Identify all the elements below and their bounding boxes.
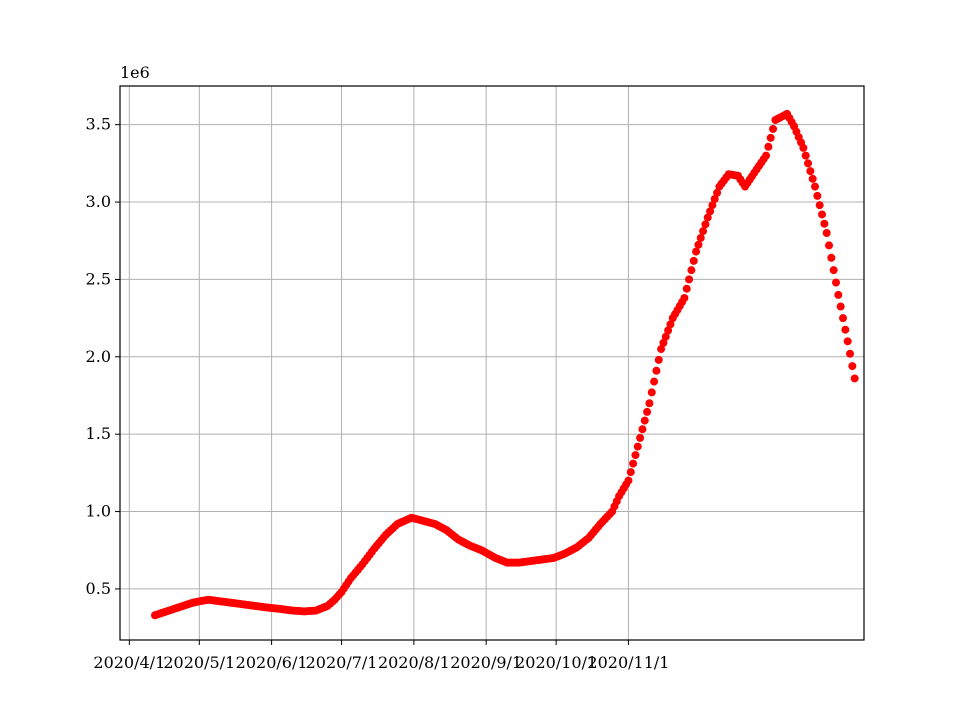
grid xyxy=(120,86,864,640)
data-point xyxy=(801,151,810,160)
y-tick-label: 1.5 xyxy=(86,424,111,443)
data-point xyxy=(710,194,719,203)
data-point xyxy=(841,325,850,334)
data-point xyxy=(806,167,815,176)
data-point xyxy=(624,476,633,485)
data-point xyxy=(654,355,663,364)
data-point xyxy=(659,338,668,347)
data-point xyxy=(636,433,645,442)
y-tick-label: 1.0 xyxy=(86,502,111,521)
data-point xyxy=(836,302,845,311)
data-point xyxy=(631,451,640,460)
data-point xyxy=(764,142,773,151)
data-point xyxy=(813,191,822,200)
data-point xyxy=(769,124,778,133)
data-point xyxy=(650,377,659,386)
data-point xyxy=(834,290,843,299)
data-point xyxy=(687,266,696,275)
data-point xyxy=(666,320,675,329)
data-point xyxy=(638,425,647,434)
data-point xyxy=(846,349,855,358)
x-tick-label: 2020/8/1 xyxy=(378,653,450,672)
y-tick-label: 3.5 xyxy=(86,115,111,134)
data-point xyxy=(643,407,652,416)
data-point xyxy=(843,337,852,346)
y-offset-label: 1e6 xyxy=(120,63,150,82)
data-point xyxy=(664,326,673,335)
data-point xyxy=(839,314,848,323)
data-point xyxy=(682,284,691,293)
data-point xyxy=(685,275,694,284)
data-point xyxy=(811,182,820,191)
data-point xyxy=(633,442,642,451)
data-point xyxy=(815,201,824,210)
data-point xyxy=(766,133,775,142)
data-point xyxy=(701,220,710,229)
data-point xyxy=(680,294,689,303)
data-point xyxy=(713,188,722,197)
data-point xyxy=(848,362,857,371)
y-tick-label: 2.5 xyxy=(86,269,111,288)
data-points xyxy=(150,109,859,620)
axes-frame xyxy=(119,85,865,641)
y-tick-label: 3.0 xyxy=(86,192,111,211)
data-point xyxy=(694,240,703,249)
data-point xyxy=(832,278,841,287)
data-point xyxy=(629,459,638,468)
x-tick-label: 2020/4/1 xyxy=(93,653,165,672)
data-point xyxy=(657,345,666,354)
data-point xyxy=(820,219,829,228)
data-point xyxy=(699,227,708,236)
y-tick-label: 2.0 xyxy=(86,347,111,366)
data-point xyxy=(708,201,717,210)
data-point xyxy=(804,159,813,168)
data-point xyxy=(689,256,698,265)
data-point xyxy=(645,399,654,408)
data-point xyxy=(703,213,712,222)
data-point xyxy=(652,366,661,375)
data-point xyxy=(850,374,859,383)
y-axis-ticks: 0.5 1.0 1.5 2.0 2.5 3.0 3.5 xyxy=(86,115,120,598)
x-tick-label: 2020/5/1 xyxy=(163,653,235,672)
x-tick-label: 2020/6/1 xyxy=(236,653,308,672)
data-point xyxy=(706,207,715,216)
data-point xyxy=(808,174,817,183)
data-point xyxy=(626,468,635,477)
data-point xyxy=(799,143,808,152)
data-point xyxy=(818,210,827,219)
data-point xyxy=(825,241,834,250)
data-point xyxy=(647,388,656,397)
data-point xyxy=(640,416,649,425)
data-point xyxy=(822,229,831,238)
data-point xyxy=(827,253,836,262)
data-point xyxy=(829,266,838,275)
x-tick-label: 2020/11/1 xyxy=(587,653,669,672)
data-point xyxy=(696,233,705,242)
x-tick-label: 2020/7/1 xyxy=(306,653,378,672)
data-point xyxy=(661,332,670,341)
x-tick-label: 2020/10/1 xyxy=(515,653,597,672)
y-tick-label: 0.5 xyxy=(86,579,111,598)
data-point xyxy=(762,151,771,160)
x-tick-label: 2020/9/1 xyxy=(450,653,522,672)
data-point xyxy=(692,247,701,256)
